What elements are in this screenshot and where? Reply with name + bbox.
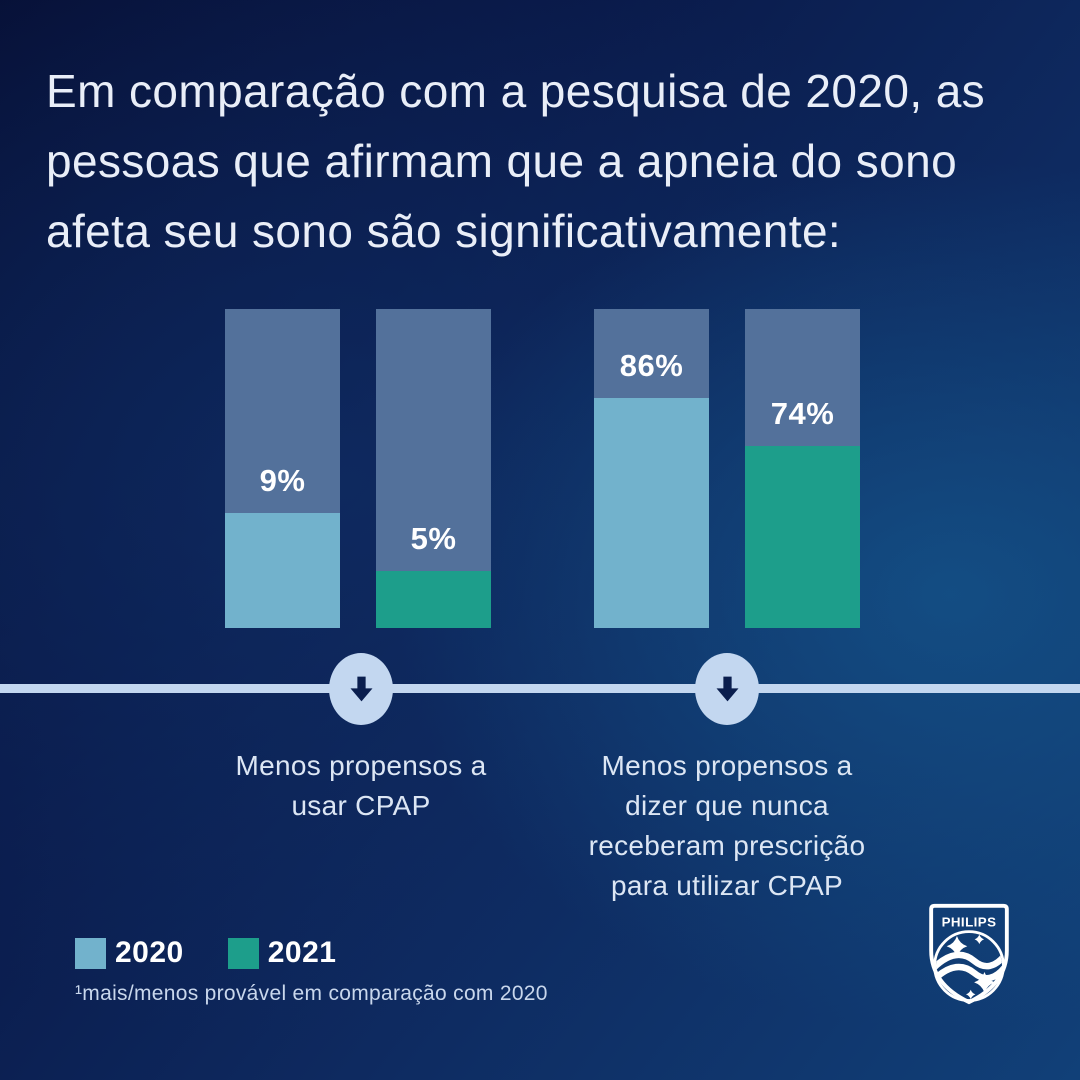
down-arrow-badge-group1 (329, 653, 393, 725)
down-arrow-badge-group2 (695, 653, 759, 725)
bar-group1-2021: 5% (376, 309, 491, 628)
bar-value-label: 9% (259, 463, 306, 499)
philips-wordmark: PHILIPS (942, 914, 997, 929)
legend-label-2021: 2021 (267, 936, 337, 969)
bar-value-label: 74% (770, 396, 835, 432)
legend-swatch-2021 (227, 937, 259, 969)
baseline-divider (0, 684, 1080, 693)
title-line-1: Em comparação com a pesquisa de 2020, as (46, 65, 986, 117)
page-title: Em comparação com a pesquisa de 2020, as… (46, 56, 1046, 266)
bar-value-label: 86% (619, 348, 684, 384)
legend-item-2020: 2020 (75, 936, 184, 970)
bar-fill-2021 (376, 570, 491, 628)
down-arrow-icon (716, 676, 738, 702)
sparkle-stars (946, 934, 995, 1000)
footnote: ¹mais/menos provável em comparação com 2… (75, 982, 548, 1005)
bar-group2-2020: 86% (594, 309, 709, 628)
philips-shield-icon: PHILIPS (929, 903, 1009, 1005)
down-arrow-icon (350, 676, 372, 702)
legend-swatch-2020 (75, 937, 106, 969)
bar-fill-2020 (225, 513, 340, 628)
legend: 2020 2021 (75, 936, 381, 970)
philips-logo: PHILIPS (926, 903, 1012, 1005)
bar-fill-2020 (594, 398, 709, 628)
title-line-3: afeta seu sono são significativamente: (46, 205, 842, 257)
legend-label-2020: 2020 (115, 936, 184, 969)
caption-group2: Menos propensos a dizer que nunca recebe… (588, 750, 866, 901)
bar-value-label: 5% (410, 520, 457, 556)
legend-item-2021: 2021 (227, 936, 337, 970)
bar-group1-2020: 9% (225, 309, 340, 628)
title-line-2: pessoas que afirmam que a apneia do sono (46, 135, 958, 187)
bar-fill-2021 (745, 446, 860, 628)
bar-group2-2021: 74% (745, 309, 860, 628)
caption-group1: Menos propensos a usar CPAP (235, 750, 487, 821)
